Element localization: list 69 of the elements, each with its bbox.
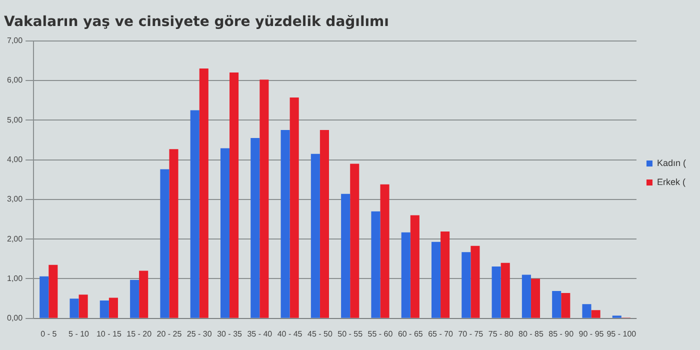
bar [199, 68, 208, 318]
x-tick-label: 15 - 20 [126, 329, 152, 338]
bar [130, 280, 140, 318]
bar [371, 211, 380, 318]
bar [230, 72, 239, 318]
y-tick-label: 1,00 [6, 274, 24, 283]
x-tick-label: 10 - 15 [96, 329, 122, 338]
x-tick-label: 0 - 5 [40, 329, 58, 338]
x-tick-label: 50 - 55 [338, 329, 364, 338]
bar [401, 232, 410, 318]
bar [70, 298, 79, 318]
bar [139, 270, 148, 318]
legend-label: Kadın ( [656, 158, 686, 168]
bar [310, 154, 320, 318]
bar [552, 291, 562, 318]
bar [431, 242, 441, 318]
y-tick-label: 5,00 [6, 115, 24, 124]
bar [220, 148, 230, 318]
y-tick-label: 3,00 [6, 194, 24, 204]
x-tick-label: 65 - 70 [428, 329, 454, 338]
x-tick-label: 90 - 95 [578, 329, 604, 338]
bar [320, 130, 329, 318]
legend-label: Erkek ( [656, 176, 686, 187]
y-tick-label: 6,00 [6, 76, 24, 85]
bar [522, 274, 531, 318]
x-tick-label: 25 - 30 [186, 329, 212, 338]
bar [280, 130, 290, 318]
x-tick-label: 45 - 50 [308, 329, 333, 338]
bar [108, 298, 118, 318]
bar [250, 138, 260, 318]
bar [260, 80, 269, 318]
bar [290, 98, 299, 318]
bar [190, 110, 200, 318]
bar [40, 276, 49, 318]
bar [500, 262, 510, 318]
y-tick-label: 2,00 [6, 234, 24, 244]
bar [492, 266, 501, 318]
bar [591, 310, 600, 318]
x-tick-label: 60 - 65 [398, 329, 424, 338]
x-tick-label: 75 - 80 [488, 329, 514, 338]
bar [561, 293, 570, 318]
x-tick-label: 80 - 85 [518, 329, 544, 338]
x-tick-label: 55 - 60 [368, 329, 394, 338]
x-tick-label: 85 - 90 [548, 329, 574, 338]
bar [440, 232, 450, 318]
bar [160, 169, 170, 318]
bar [470, 246, 480, 318]
y-tick-label: 7,00 [6, 36, 24, 46]
x-tick-label: 95 - 100 [606, 329, 637, 338]
y-tick-label: 0,00 [6, 314, 24, 323]
x-tick-label: 20 - 25 [156, 329, 182, 338]
bar [350, 164, 360, 318]
x-tick-label: 5 - 10 [68, 329, 90, 338]
bar [410, 215, 420, 318]
x-tick-label: 35 - 40 [247, 329, 273, 338]
bar [169, 149, 178, 318]
bar [530, 278, 540, 318]
bar [78, 294, 88, 318]
x-tick-label: 40 - 45 [277, 329, 303, 338]
y-tick-label: 4,00 [6, 154, 24, 164]
x-tick-label: 70 - 75 [458, 329, 484, 338]
bar [100, 300, 109, 318]
bar [462, 252, 471, 318]
x-tick-label: 30 - 35 [217, 329, 243, 338]
chart-title: Vakaların yaş ve cinsiyete göre yüzdelik dağılımı [4, 14, 389, 30]
bar [48, 264, 58, 318]
bar [582, 304, 592, 318]
bar [380, 184, 390, 318]
bar [341, 194, 350, 318]
